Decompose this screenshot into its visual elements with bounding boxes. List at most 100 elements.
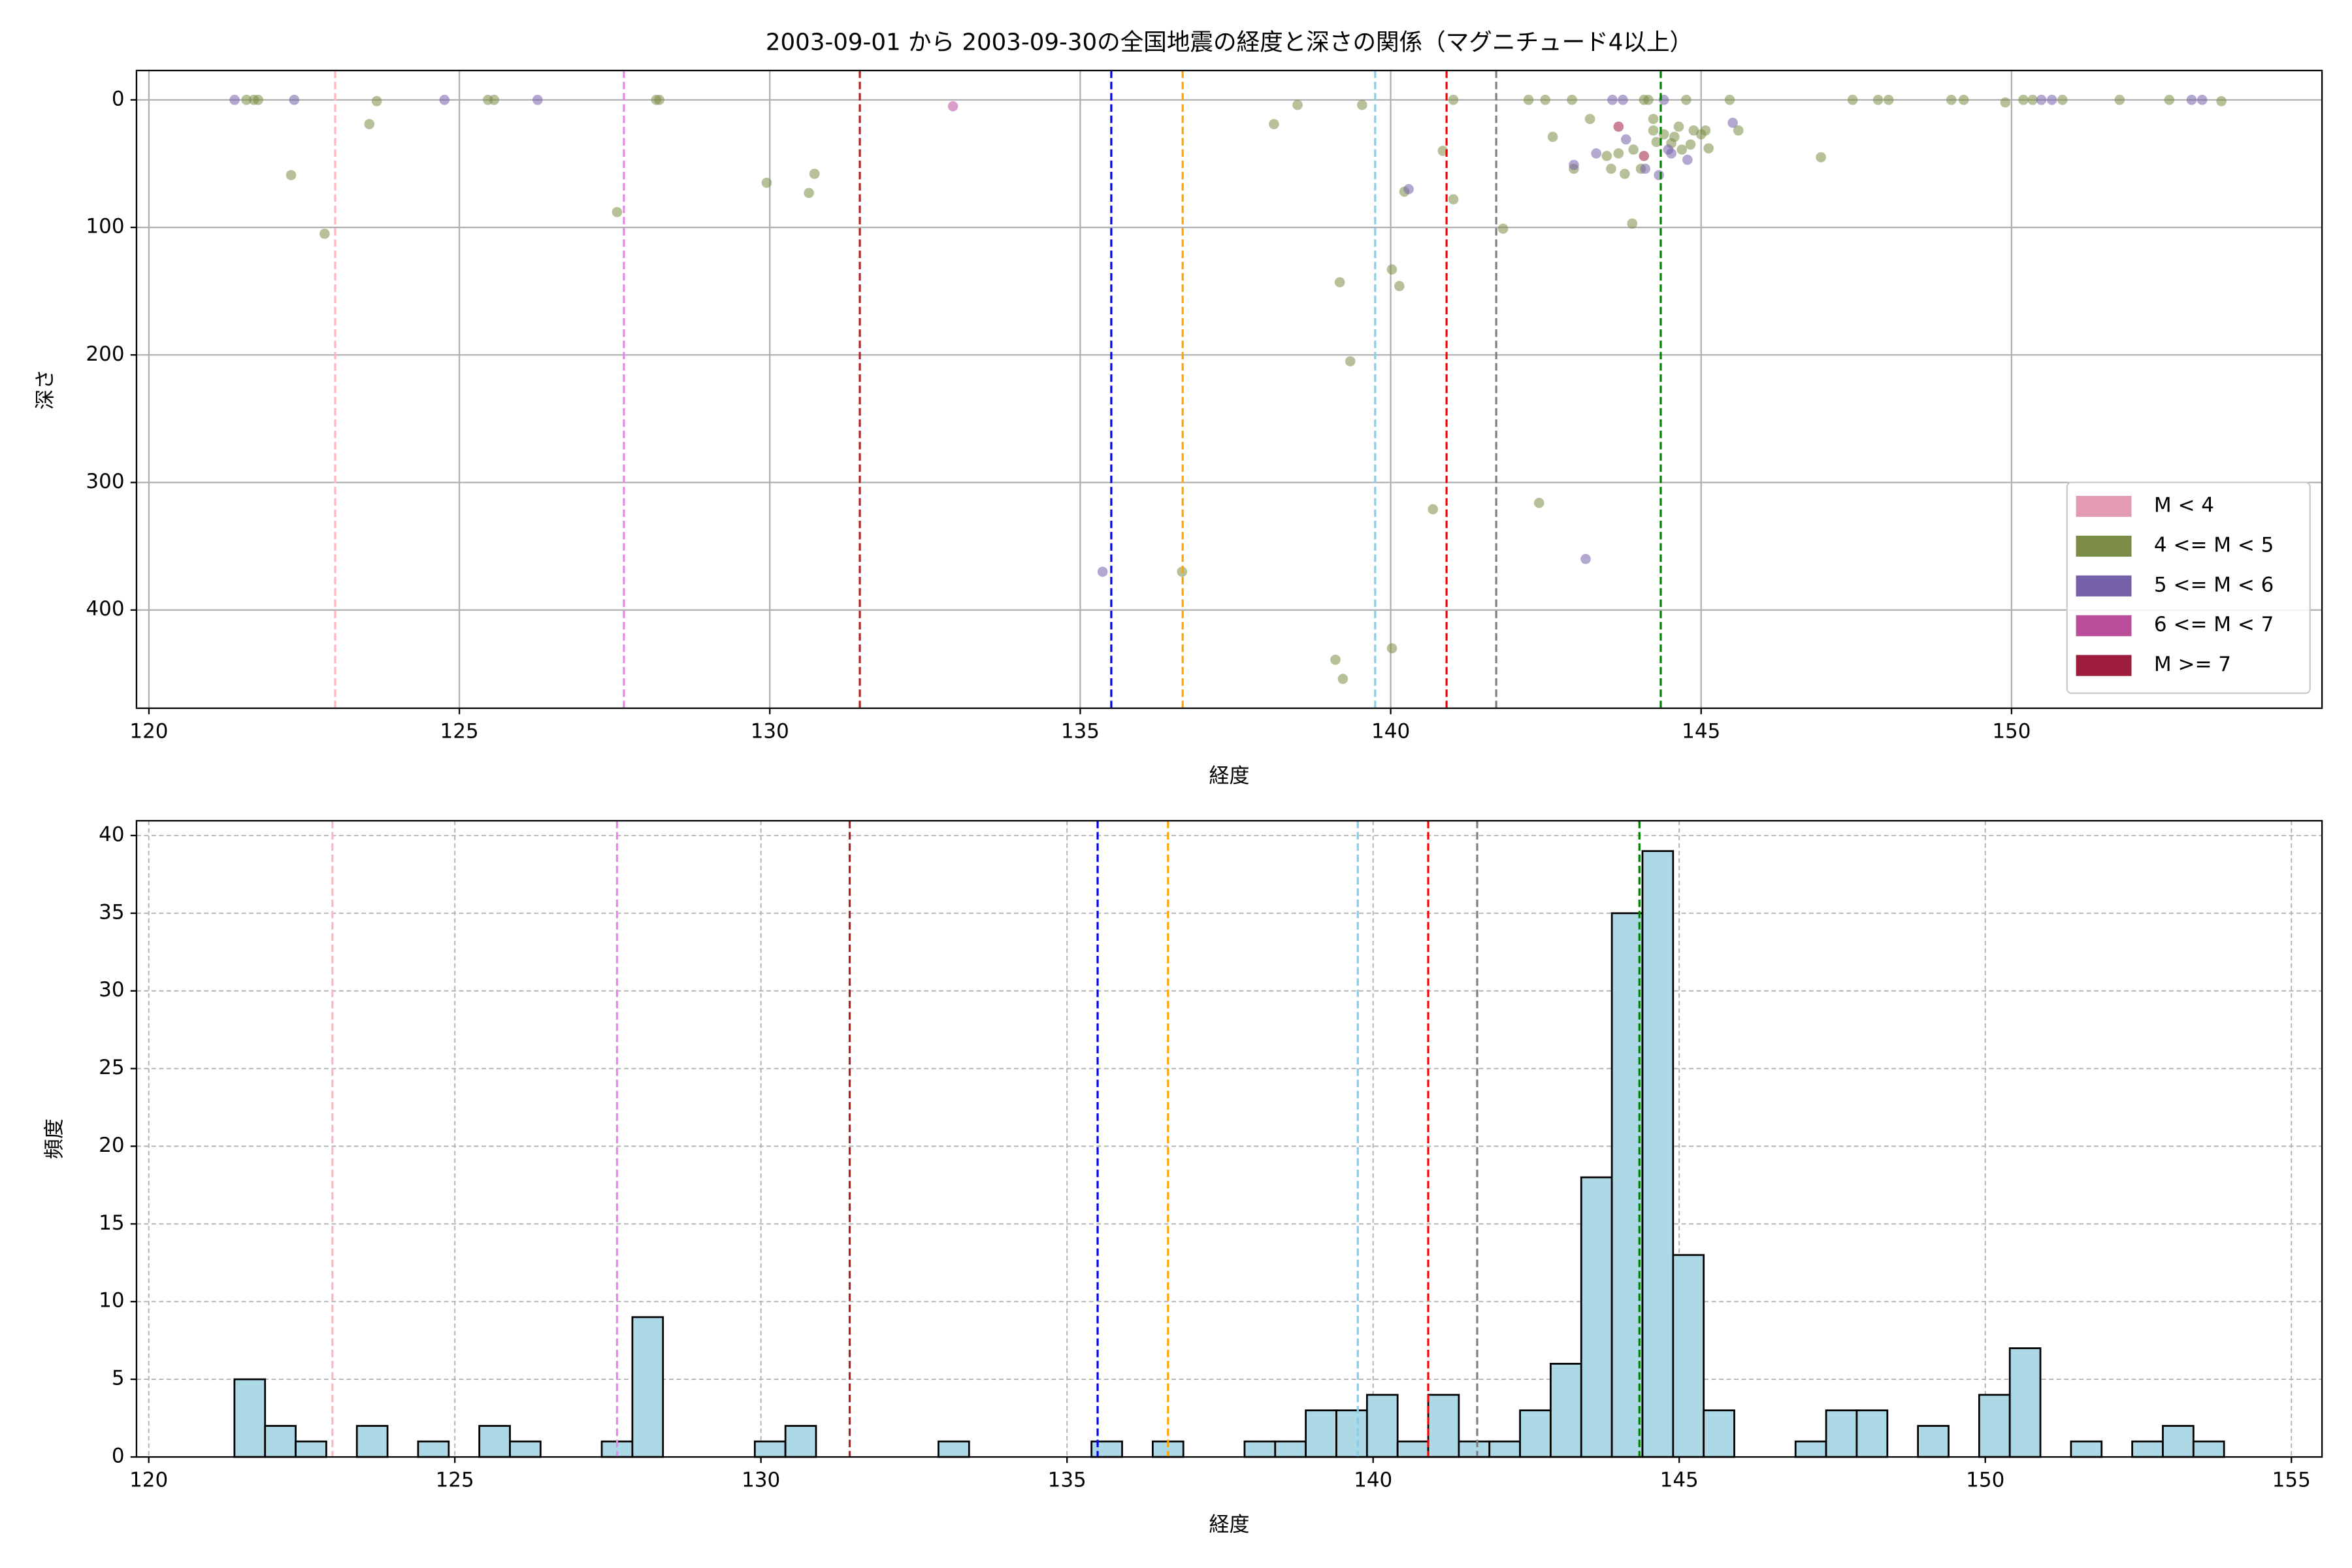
legend-swatch <box>2076 535 2132 557</box>
scatter-point <box>1533 497 1544 508</box>
histogram-bar <box>2192 1440 2225 1458</box>
y-tick-label: 30 <box>99 978 124 1002</box>
scatter-point <box>1620 134 1631 145</box>
x-tick-label: 130 <box>751 719 789 743</box>
histogram-bar <box>233 1378 267 1458</box>
x-tick-label: 140 <box>1371 719 1410 743</box>
scatter-point <box>253 95 263 105</box>
scatter-point <box>1386 264 1397 275</box>
scatter-point <box>1523 95 1534 105</box>
scatter-point <box>2114 95 2125 105</box>
scatter-point <box>241 95 252 105</box>
histogram-bar <box>1672 1254 1705 1458</box>
y-axis-label: 頻度 <box>42 1119 66 1159</box>
scatter-point <box>1292 99 1303 110</box>
legend-swatch <box>2076 575 2132 596</box>
x-tick-label: 135 <box>1061 719 1100 743</box>
scatter-point <box>1847 95 1858 105</box>
scatter-point <box>1727 118 1739 128</box>
scatter-point <box>1567 95 1577 105</box>
scatter-point <box>1816 152 1826 163</box>
y-tick-label: 40 <box>99 823 124 846</box>
histogram-bar <box>2070 1440 2103 1458</box>
x-axis-label: 経度 <box>1209 764 1250 788</box>
histogram-bar <box>1825 1409 1858 1458</box>
histogram-bar <box>2008 1347 2042 1458</box>
y-tick-label: 300 <box>86 470 124 493</box>
y-tick-label: 0 <box>112 87 125 110</box>
histogram-bar <box>1274 1440 1307 1458</box>
scatter-point <box>1345 356 1356 367</box>
histogram-bar <box>784 1425 817 1458</box>
histogram-bar <box>355 1425 389 1458</box>
plot-area <box>136 70 2323 709</box>
scatter-point <box>2018 95 2029 105</box>
x-tick-label: 155 <box>2272 1468 2311 1492</box>
scatter-point <box>319 229 330 239</box>
histogram-bar <box>2162 1425 2195 1458</box>
legend-label: 4 <= M < 5 <box>2154 533 2274 557</box>
scatter-point <box>1330 655 1341 665</box>
scatter-point <box>2216 95 2227 106</box>
scatter-point <box>2197 95 2208 105</box>
scatter-point <box>1620 169 1630 179</box>
scatter-point <box>439 95 450 105</box>
y-tick-label: 5 <box>112 1367 125 1390</box>
scatter-point <box>1497 223 1509 234</box>
histogram-bar <box>1458 1440 1491 1458</box>
scatter-point <box>1540 95 1551 105</box>
y-axis-label: 深さ <box>34 369 57 410</box>
scatter-point <box>1666 148 1676 159</box>
histogram-bar <box>1550 1362 1582 1458</box>
scatter-point <box>1448 194 1459 204</box>
histogram-bar <box>1335 1409 1368 1458</box>
scatter-point <box>1681 95 1691 105</box>
scatter-point <box>1643 95 1654 105</box>
scatter-point <box>1403 184 1414 195</box>
scatter-point <box>1654 170 1664 180</box>
scatter-point <box>1639 150 1650 161</box>
x-tick-label: 145 <box>1660 1468 1699 1492</box>
scatter-point <box>1700 125 1711 136</box>
y-tick-label: 200 <box>86 342 124 366</box>
scatter-point <box>1648 125 1659 136</box>
histogram-bar <box>1365 1394 1399 1458</box>
histogram-bar <box>2131 1440 2164 1458</box>
scatter-point <box>229 95 240 105</box>
scatter-point <box>1437 146 1448 156</box>
scatter-point <box>1618 95 1628 105</box>
y-tick-label: 400 <box>86 597 124 621</box>
y-tick-label: 10 <box>99 1289 124 1313</box>
scatter-point <box>1640 163 1651 174</box>
scatter-point <box>1628 144 1639 155</box>
x-tick-label: 125 <box>440 719 479 743</box>
histogram-bar <box>1427 1394 1460 1458</box>
scatter-point <box>1601 150 1612 161</box>
x-tick-label: 145 <box>1682 719 1720 743</box>
scatter-point <box>532 95 543 105</box>
y-tick-label: 100 <box>86 215 124 238</box>
histogram-bar <box>417 1440 450 1458</box>
scatter-point <box>489 95 500 105</box>
histogram-bar <box>264 1425 297 1458</box>
scatter-point <box>1584 114 1595 124</box>
histogram-bar <box>1917 1425 1950 1458</box>
scatter-point <box>1269 119 1279 129</box>
scatter-point <box>1676 144 1688 155</box>
scatter-point <box>1448 95 1459 105</box>
x-tick-label: 120 <box>129 719 168 743</box>
scatter-point <box>2057 95 2068 105</box>
histogram-bar <box>478 1425 511 1458</box>
scatter-point <box>1685 139 1696 150</box>
plot-area <box>136 821 2323 1458</box>
scatter-point <box>2027 95 2038 105</box>
histogram-bar <box>938 1440 970 1458</box>
scatter-point <box>654 95 664 105</box>
scatter-point <box>2036 95 2047 105</box>
histogram-bar <box>509 1440 542 1458</box>
scatter-point <box>1613 148 1624 159</box>
scatter-point <box>1883 95 1894 105</box>
axes-frame <box>135 820 2323 1458</box>
scatter-point <box>1613 122 1624 132</box>
